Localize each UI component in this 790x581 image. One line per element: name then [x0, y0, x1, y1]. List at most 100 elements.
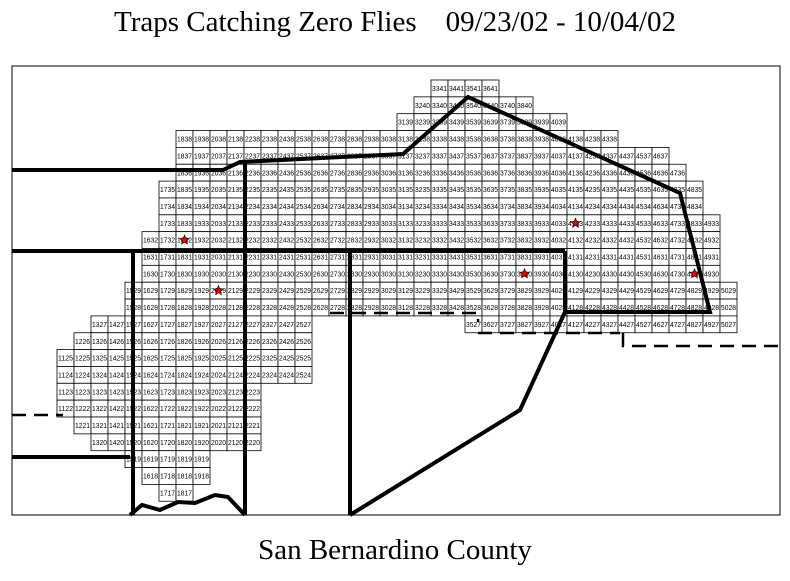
grid-cell: 4235 — [583, 180, 602, 199]
grid-cell: 2132 — [226, 231, 245, 249]
grid-cell-label: 1729 — [160, 288, 175, 295]
grid-cell: 2736 — [328, 163, 347, 182]
grid-cell: 2121 — [226, 416, 245, 435]
grid-cell: 1424 — [107, 366, 126, 384]
grid-cell: 3637 — [481, 146, 500, 165]
grid-cell-label: 1624 — [143, 372, 158, 379]
grid-cell-label: 4338 — [602, 137, 617, 144]
grid-cell: 2025 — [209, 349, 228, 367]
grid-cell-label: 1625 — [143, 356, 158, 363]
grid-cell-label: 2534 — [296, 204, 311, 211]
grid-cell-label: 3536 — [466, 170, 481, 177]
grid-cell-label: 1817 — [177, 490, 192, 497]
grid-cell: 3936 — [532, 163, 551, 182]
grid-cell-label: 1837 — [177, 153, 192, 160]
grid-cell: 3232 — [413, 231, 432, 249]
grid-cell-label: 3128 — [398, 305, 413, 312]
grid-cell: 1934 — [192, 197, 211, 216]
grid-cell: 4432 — [617, 231, 636, 249]
grid-cell: 2125 — [226, 349, 245, 367]
grid-cell-label: 3330 — [432, 271, 447, 278]
grid-cell: 3139 — [396, 113, 415, 131]
grid-cell-label: 2835 — [347, 187, 362, 194]
grid-cell: 1323 — [90, 382, 109, 401]
grid-cell: 2836 — [345, 163, 364, 182]
grid-cell-label: 2028 — [211, 305, 226, 312]
grid-cell: 2838 — [345, 130, 364, 148]
grid-cell: 4437 — [617, 146, 636, 165]
grid-cell-label: 4629 — [653, 288, 668, 295]
grid-cell-label: 1731 — [160, 255, 175, 262]
grid-cell: 2738 — [328, 130, 347, 148]
grid-cell: 2434 — [277, 197, 296, 216]
grid-cell-label: 1626 — [143, 339, 158, 346]
grid-cell: 4834 — [685, 197, 704, 216]
grid-cell-label: 4535 — [636, 187, 651, 194]
grid-cell: 3837 — [515, 146, 534, 165]
grid-cell: 2536 — [294, 163, 313, 182]
grid-cell: 3536 — [464, 163, 483, 182]
grid-cell-box — [192, 467, 211, 485]
grid-cell-label: 4039 — [551, 120, 566, 127]
map-frame — [11, 65, 781, 516]
grid-cell-label: 3733 — [500, 221, 515, 228]
grid-cell: 2327 — [260, 315, 279, 334]
grid-cell-label: 3931 — [534, 255, 549, 262]
grid-cell: 2021 — [209, 416, 228, 435]
grid-cell: 1818 — [175, 467, 194, 485]
grid-cell-label: 3231 — [415, 255, 430, 262]
grid-cell: 4732 — [668, 231, 687, 249]
grid-cell-label: 5028 — [721, 305, 736, 312]
grid-cell: 2329 — [260, 281, 279, 300]
grid-cell: 1919 — [192, 450, 211, 468]
star-icon — [212, 284, 225, 296]
grid-cell: 1929 — [192, 281, 211, 300]
grid-cell-label: 2330 — [262, 271, 277, 278]
grid-cell-label: 3832 — [517, 238, 532, 245]
grid-cell-label: 4628 — [653, 305, 668, 312]
grid-cell-label: 1222 — [75, 406, 90, 413]
grid-cell: 3029 — [379, 281, 398, 300]
grid-cell: 2533 — [294, 214, 313, 233]
grid-cell: 4039 — [549, 113, 568, 131]
grid-cell: 3435 — [447, 180, 466, 199]
grid-cell-label: 3334 — [432, 204, 447, 211]
grid-cell: 1327 — [90, 315, 109, 334]
grid-cell: 3833 — [515, 214, 534, 233]
grid-cell-label: 3439 — [449, 120, 464, 127]
grid-cell-label: 1124 — [58, 372, 73, 379]
grid-cell: 1820 — [175, 433, 194, 452]
grid-cell-label: 3531 — [466, 255, 481, 262]
grid-cell-label: 3337 — [432, 153, 447, 160]
grid-cell-label: 2031 — [211, 255, 226, 262]
grid-cell: 1221 — [73, 416, 92, 435]
grid-cell: 1923 — [192, 382, 211, 401]
grid-cell-label: 2529 — [296, 288, 311, 295]
grid-cell-label: 3434 — [449, 204, 464, 211]
grid-cell: 1621 — [141, 416, 160, 435]
grid-cell: 2435 — [277, 180, 296, 199]
grid-cell: 5028 — [719, 298, 738, 317]
grid-cell-label: 3628 — [483, 305, 498, 312]
grid-cell-label: 2933 — [364, 221, 379, 228]
grid-cell-label: 2021 — [211, 423, 226, 430]
grid-cell: 3529 — [464, 281, 483, 300]
grid-cell: 3033 — [379, 214, 398, 233]
grid-cell: 2528 — [294, 298, 313, 317]
grid-cell-label: 2332 — [262, 238, 277, 245]
grid-cell-label: 3637 — [483, 153, 498, 160]
grid-cell-label: 3534 — [466, 204, 481, 211]
grid-cell: 3730 — [498, 264, 517, 283]
grid-cell: 4327 — [600, 315, 619, 334]
grid-cell: 4632 — [651, 231, 670, 249]
grid-cell-label: 2334 — [262, 204, 277, 211]
grid-cell: 1423 — [107, 382, 126, 401]
grid-cell-label: 2536 — [296, 170, 311, 177]
grid-cell-label: 2629 — [313, 288, 328, 295]
grid-cell: 1223 — [73, 382, 92, 401]
grid-cell-label: 1926 — [194, 339, 209, 346]
grid-cell-label: 1620 — [143, 440, 158, 447]
grid-cell-label: 3636 — [483, 170, 498, 177]
grid-cell-label: 1921 — [194, 423, 209, 430]
